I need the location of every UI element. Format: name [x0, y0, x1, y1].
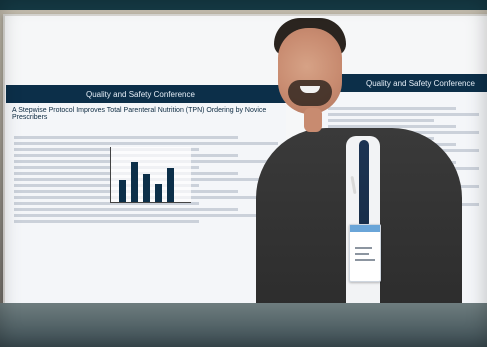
- top-strip: [0, 0, 487, 10]
- poster-right-header: Quality and Safety Conference: [320, 74, 487, 92]
- poster-text-line: [14, 220, 199, 223]
- badge-text-line: [355, 253, 369, 255]
- poster-text-line: [14, 202, 199, 205]
- badge-text-line: [355, 259, 375, 261]
- chart-bar: [119, 180, 126, 202]
- beard: [288, 80, 332, 106]
- presenter: [250, 18, 486, 347]
- poster-left-title: A Stepwise Protocol Improves Total Paren…: [12, 107, 267, 121]
- badge-text-line: [355, 247, 372, 249]
- chart-bar: [167, 168, 174, 202]
- poster-text-line: [328, 119, 434, 122]
- neck: [304, 108, 322, 132]
- carpet: [0, 303, 487, 347]
- badge-top-strip: [350, 225, 380, 232]
- poster-text-line: [328, 125, 457, 128]
- poster-text-line: [328, 113, 479, 116]
- poster-left-header-text: Quality and Safety Conference: [86, 89, 195, 99]
- badge-text: [355, 243, 375, 265]
- poster-left-header: Quality and Safety Conference: [6, 85, 286, 103]
- poster-text-line: [328, 107, 457, 110]
- chart-bar: [131, 162, 138, 202]
- poster-text-line: [14, 136, 239, 139]
- poster-text-line: [14, 208, 239, 211]
- smile: [300, 86, 320, 93]
- poster-bar-chart: [110, 147, 191, 203]
- lanyard: [359, 140, 369, 228]
- poster-text-line: [14, 214, 278, 217]
- poster-text-line: [14, 148, 199, 151]
- name-badge: [349, 224, 381, 282]
- poster-text-line: [14, 184, 199, 187]
- chart-bar: [155, 184, 162, 202]
- poster-text-line: [14, 166, 199, 169]
- chart-bar: [143, 174, 150, 202]
- poster-left: Quality and Safety Conference A Stepwise…: [6, 85, 286, 330]
- poster-right-header-text: Quality and Safety Conference: [366, 78, 475, 88]
- poster-text-line: [14, 142, 278, 145]
